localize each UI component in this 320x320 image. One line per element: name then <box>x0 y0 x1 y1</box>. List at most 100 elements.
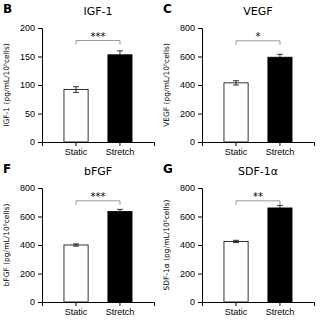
y-tick-mark <box>198 142 202 143</box>
title: IGF-1 <box>83 5 112 18</box>
marks <box>64 41 132 142</box>
y-tick-label: 400 <box>20 240 35 250</box>
bar <box>64 90 88 142</box>
y-tick-label: 800 <box>180 23 195 33</box>
axis-line <box>203 303 315 307</box>
panel-label: G <box>163 162 173 176</box>
x-tick-label: Stretch <box>106 307 135 317</box>
title: bFGF <box>84 165 112 178</box>
panel: 050100150200StaticStretch***IGF-1BIGF-1 … <box>2 2 155 157</box>
y-tick: 200 <box>180 109 202 119</box>
error-bar <box>117 51 123 59</box>
x-tick-label: Stretch <box>106 147 135 157</box>
x-tick-label: Stretch <box>266 147 295 157</box>
error-cap <box>117 213 123 214</box>
error-cap <box>233 85 239 86</box>
y-tick-label: 0 <box>30 297 35 307</box>
y-axis-title: VEGF (pg/mL/10⁵cells) <box>162 43 171 127</box>
y-tick-label: 600 <box>180 52 195 62</box>
x-tick-label: Static <box>225 147 248 157</box>
y-tick: 100 <box>20 80 42 90</box>
bar <box>108 55 132 142</box>
error-bar <box>73 87 79 93</box>
error-cap <box>277 54 283 55</box>
x-tick-mark <box>236 302 237 306</box>
y-tick-mark <box>198 245 202 246</box>
bar <box>108 212 132 302</box>
y-axis-title: SDF-1α (pg/mL/10⁵cells) <box>162 199 171 290</box>
error-cap <box>277 210 283 211</box>
y-tick: 600 <box>180 212 202 222</box>
y-tick-mark <box>198 114 202 115</box>
y-tick-mark <box>198 57 202 58</box>
y-tick-mark <box>38 188 42 189</box>
significance-label: * <box>256 31 261 42</box>
y-tick-mark <box>38 114 42 115</box>
x-tick-mark <box>119 302 120 306</box>
panel: 0200400600800StaticStretch**SDF-1αGSDF-1… <box>162 162 315 317</box>
x-tick-mark <box>76 302 77 306</box>
y-tick-label: 400 <box>180 240 195 250</box>
error-bar <box>233 81 239 85</box>
bar <box>224 241 248 302</box>
y-tick: 200 <box>20 269 42 279</box>
x-tick-label: Static <box>65 307 88 317</box>
bar <box>224 83 248 142</box>
y-tick: 400 <box>180 80 202 90</box>
error-cap <box>117 50 123 51</box>
panel: 0200400600800StaticStretch***bFGFFbFGF (… <box>2 162 155 317</box>
error-cap <box>73 86 79 87</box>
x-axis: StaticStretch <box>43 142 155 157</box>
error-line <box>236 81 237 85</box>
error-line <box>119 51 120 59</box>
x-tick: Stretch <box>106 302 135 317</box>
y-tick-mark <box>38 57 42 58</box>
y-tick: 50 <box>25 109 42 119</box>
y-tick: 800 <box>180 183 202 193</box>
bar <box>268 208 292 302</box>
y-tick: 200 <box>180 269 202 279</box>
y-tick-label: 200 <box>180 269 195 279</box>
y-tick-label: 400 <box>180 80 195 90</box>
plot-area: 0200400600800StaticStretch*** <box>20 183 155 317</box>
error-cap <box>277 60 283 61</box>
panel-label: F <box>3 162 11 176</box>
y-tick-mark <box>38 274 42 275</box>
panel: 0200400600800StaticStretch*VEGFCVEGF (pg… <box>162 2 315 157</box>
y-tick: 800 <box>20 183 42 193</box>
plot-area: 050100150200StaticStretch*** <box>20 23 155 157</box>
y-tick-mark <box>198 28 202 29</box>
x-tick-mark <box>76 142 77 146</box>
error-line <box>76 87 77 93</box>
panel-label: B <box>3 2 12 16</box>
y-tick-mark <box>198 85 202 86</box>
error-cap <box>233 242 239 243</box>
axis-line <box>43 143 155 147</box>
marks <box>224 41 292 142</box>
y-axis-title: IGF-1 (pg/mL/10⁵cells) <box>2 43 11 127</box>
error-cap <box>277 205 283 206</box>
x-axis: Static Stretch <box>43 302 155 317</box>
x-tick-label: Stretch <box>266 307 295 317</box>
marks <box>224 201 292 302</box>
y-tick: 0 <box>30 137 42 147</box>
significance-label: *** <box>91 191 106 202</box>
y-tick-label: 800 <box>180 183 195 193</box>
y-tick-mark <box>38 28 42 29</box>
y-tick: 150 <box>20 52 42 62</box>
bar <box>268 57 292 142</box>
x-tick: Stretch <box>266 302 295 317</box>
y-tick-label: 200 <box>180 109 195 119</box>
x-axis: StaticStretch <box>203 302 315 317</box>
x-tick-mark <box>119 142 120 146</box>
x-tick-mark <box>279 142 280 146</box>
y-tick-label: 50 <box>25 109 35 119</box>
y-tick-label: 200 <box>20 23 35 33</box>
y-tick-mark <box>198 274 202 275</box>
y-tick-mark <box>198 302 202 303</box>
y-tick: 200 <box>20 23 42 33</box>
error-cap <box>117 58 123 59</box>
y-tick-mark <box>38 245 42 246</box>
error-line <box>279 205 280 210</box>
x-tick: Stretch <box>266 142 295 157</box>
